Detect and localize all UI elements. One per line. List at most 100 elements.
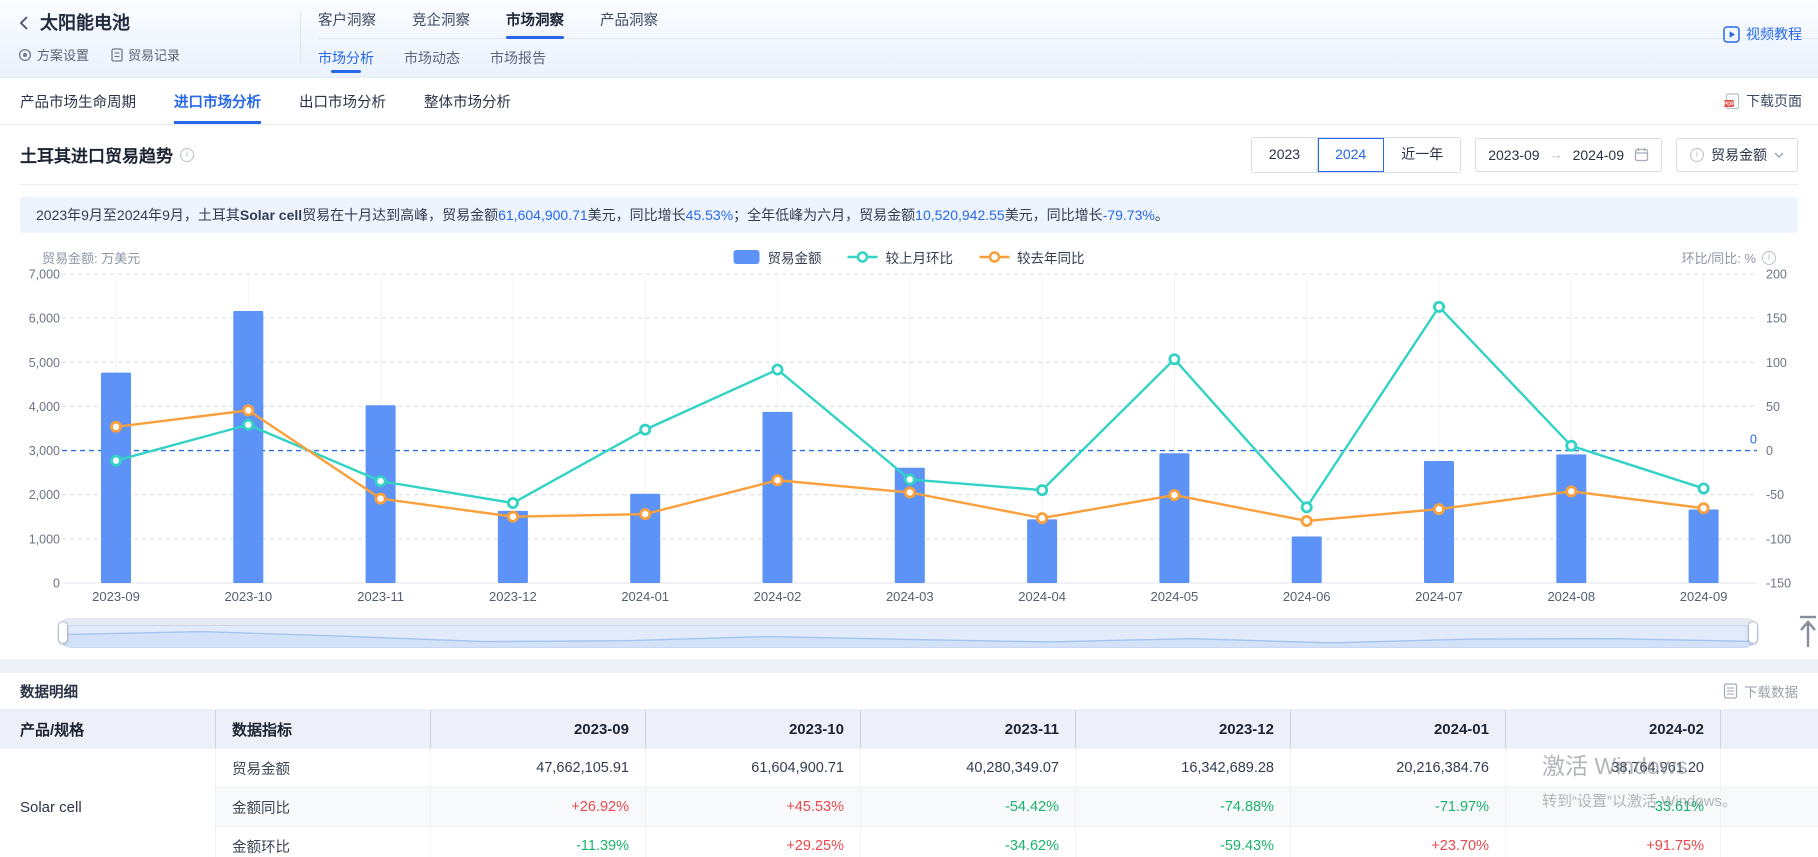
trend-chart: 贸易金额: 万美元 贸易金额 较上月环比 较去年同比 环比/同比: % i 0 1,0… <box>20 244 1798 659</box>
chart-legend: 贸易金额 较上月环比 较去年同比 <box>733 247 1085 267</box>
svg-text:0: 0 <box>1766 444 1773 458</box>
tab-市场洞察[interactable]: 市场洞察 <box>506 0 564 39</box>
svg-text:0: 0 <box>53 577 60 591</box>
svg-text:2024-03: 2024-03 <box>886 589 934 604</box>
svg-text:2024-01: 2024-01 <box>621 589 669 604</box>
table-cell: 40,280,349.07 <box>860 748 1075 787</box>
table-filler <box>1720 826 1818 857</box>
datazoom-handle-right[interactable] <box>1748 621 1758 644</box>
info-icon[interactable]: i <box>180 147 194 162</box>
datazoom-handle-left[interactable] <box>58 621 68 644</box>
date-from[interactable]: 2023-09 <box>1488 146 1540 163</box>
svg-text:6,000: 6,000 <box>29 312 60 326</box>
legend-line-swatch <box>847 251 878 263</box>
svg-text:3,000: 3,000 <box>29 444 60 458</box>
year-button-近一年[interactable]: 近一年 <box>1384 137 1461 172</box>
legend-label: 贸易金额 <box>767 251 822 266</box>
video-tutorial-label: 视频教程 <box>1746 26 1802 42</box>
year-button-2024[interactable]: 2024 <box>1318 137 1385 172</box>
legend-line-swatch <box>979 251 1009 263</box>
metric-dropdown-value: 贸易金额 <box>1711 146 1767 163</box>
legend-item-贸易金额[interactable]: 贸易金额 <box>733 247 822 267</box>
topbar: 太阳能电池 方案设置 贸易记录 客户洞察 竞企洞察 市场洞察 产品洞察 市场分析 市场动… <box>0 0 1818 78</box>
line-series <box>110 404 1710 527</box>
scheme-settings-label: 方案设置 <box>37 48 90 63</box>
back-chevron-icon[interactable] <box>18 15 32 30</box>
nav-tab-整体市场分析[interactable]: 整体市场分析 <box>424 94 511 111</box>
date-range-picker[interactable]: 2023-09 → 2024-09 <box>1475 137 1662 172</box>
svg-text:0: 0 <box>1750 433 1757 447</box>
nav-tab-产品市场生命周期[interactable]: 产品市场生命周期 <box>20 94 136 111</box>
play-video-icon <box>1723 25 1740 43</box>
insight-tabs: 客户洞察 竞企洞察 市场洞察 产品洞察 市场分析 市场动态 市场报告 <box>318 0 1818 76</box>
svg-text:200: 200 <box>1766 268 1787 282</box>
arrow-right-icon: → <box>1549 147 1563 162</box>
product-cell: Solar cell <box>0 748 215 857</box>
title-block: 太阳能电池 方案设置 贸易记录 <box>18 8 180 64</box>
video-tutorial-button[interactable]: 视频教程 <box>1723 24 1802 44</box>
scheme-settings-link[interactable]: 方案设置 <box>18 45 89 64</box>
tab-竞企洞察[interactable]: 竞企洞察 <box>412 12 470 29</box>
metric-dropdown[interactable]: i 贸易金额 <box>1676 137 1798 172</box>
download-data-button[interactable]: 下载数据 <box>1723 681 1798 701</box>
download-page-button[interactable]: PDF 下载页面 <box>1723 78 1802 124</box>
pdf-icon: PDF <box>1724 92 1740 109</box>
summary-segment: 贸易在十月达到高峰，贸易金额 <box>302 207 499 223</box>
back-to-top-button[interactable] <box>1794 610 1818 652</box>
page-title: 太阳能电池 <box>40 13 130 33</box>
arrow-to-top-icon <box>1800 615 1816 647</box>
subtab-市场报告[interactable]: 市场报告 <box>490 49 546 66</box>
table-cell: 47,662,105.91 <box>430 748 645 787</box>
tab-客户洞察[interactable]: 客户洞察 <box>318 12 376 29</box>
legend-item-较上月环比[interactable]: 较上月环比 <box>847 247 953 267</box>
line-series <box>110 300 1710 514</box>
trend-chart-svg[interactable]: 0 1,000 2,000 3,000 4,000 5,000 6,000 7,000 -150… <box>20 244 1798 659</box>
table-cell: 16,342,689.28 <box>1075 748 1290 787</box>
year-button-2023[interactable]: 2023 <box>1251 137 1319 172</box>
summary-banner: 2023年9月至2024年9月，土耳其Solar cell贸易在十月达到高峰，贸… <box>20 197 1798 233</box>
metric-label-金额同比: 金额同比 <box>215 787 430 826</box>
table-cell: -59.43% <box>1075 826 1290 857</box>
table-cell: -74.88% <box>1075 787 1290 826</box>
trade-records-link[interactable]: 贸易记录 <box>111 45 180 64</box>
divider <box>300 12 301 64</box>
svg-text:50: 50 <box>1766 400 1780 414</box>
svg-text:2023-12: 2023-12 <box>489 589 537 604</box>
table-filler <box>1720 787 1818 826</box>
summary-segment: 美元，同比增长 <box>587 207 686 223</box>
svg-text:PDF: PDF <box>1724 101 1736 107</box>
legend-bar-swatch <box>733 250 760 264</box>
table-cell: +26.92% <box>430 787 645 826</box>
table-cell: +23.70% <box>1290 826 1505 857</box>
svg-text:2024-08: 2024-08 <box>1547 589 1595 604</box>
table-cell: +45.53% <box>645 787 860 826</box>
section-gap <box>0 659 1818 673</box>
metric-label-贸易金额: 贸易金额 <box>215 748 430 787</box>
data-table: 产品/规格 数据指标 2023-09 2023-10 2023-11 2023-12 202… <box>0 710 1818 857</box>
nav-tab-进口市场分析[interactable]: 进口市场分析 <box>174 78 261 124</box>
legend-item-较去年同比[interactable]: 较去年同比 <box>979 247 1085 267</box>
year-segment-group: 2023 2024 近一年 <box>1250 136 1462 173</box>
table-cell: -33.61% <box>1505 787 1720 826</box>
nav-tab-出口市场分析[interactable]: 出口市场分析 <box>299 94 386 111</box>
market-analysis-nav: 产品市场生命周期 进口市场分析 出口市场分析 整体市场分析 PDF 下载页面 <box>0 78 1818 125</box>
svg-text:2024-02: 2024-02 <box>754 589 802 604</box>
svg-text:4,000: 4,000 <box>29 400 60 414</box>
table-cell: -34.62% <box>860 826 1075 857</box>
tab-产品洞察[interactable]: 产品洞察 <box>600 12 658 29</box>
subtab-市场分析[interactable]: 市场分析 <box>318 39 374 76</box>
datazoom-track[interactable] <box>60 625 1756 648</box>
table-header-filler <box>1720 710 1818 748</box>
date-to[interactable]: 2024-09 <box>1572 146 1624 163</box>
summary-segment: 美元，同比增长 <box>1004 207 1103 223</box>
calendar-icon <box>1634 148 1649 162</box>
datazoom-slider[interactable] <box>58 618 1758 648</box>
chart-title: 土耳其进口贸易趋势 i <box>20 142 194 167</box>
svg-text:-150: -150 <box>1766 577 1791 591</box>
table-cell: 38,764,961.20 <box>1505 748 1720 787</box>
right-axis-caption: 环比/同比: % i <box>1682 248 1776 267</box>
info-icon: i <box>1690 147 1704 162</box>
info-icon[interactable]: i <box>1762 250 1776 265</box>
svg-text:2023-11: 2023-11 <box>357 589 404 604</box>
subtab-市场动态[interactable]: 市场动态 <box>404 49 460 66</box>
